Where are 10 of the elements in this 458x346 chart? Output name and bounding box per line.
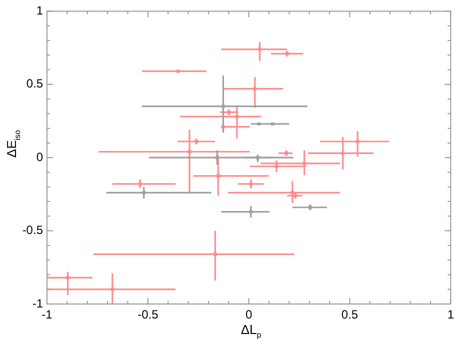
- y-tick-label: 1: [36, 4, 44, 18]
- x-tick-label: 0.5: [341, 308, 358, 322]
- y-tick-label: -0.5: [22, 223, 44, 238]
- y-tick-label: -1: [32, 296, 44, 310]
- x-tick-label: -0.5: [138, 308, 159, 322]
- y-tick-label: 0.5: [26, 76, 44, 91]
- y-tick-label: 0: [36, 150, 44, 164]
- x-tick-label: 0: [245, 308, 252, 322]
- x-axis-title: ΔL$_{p}$: [240, 322, 262, 340]
- x-tick-label: 1: [447, 308, 454, 322]
